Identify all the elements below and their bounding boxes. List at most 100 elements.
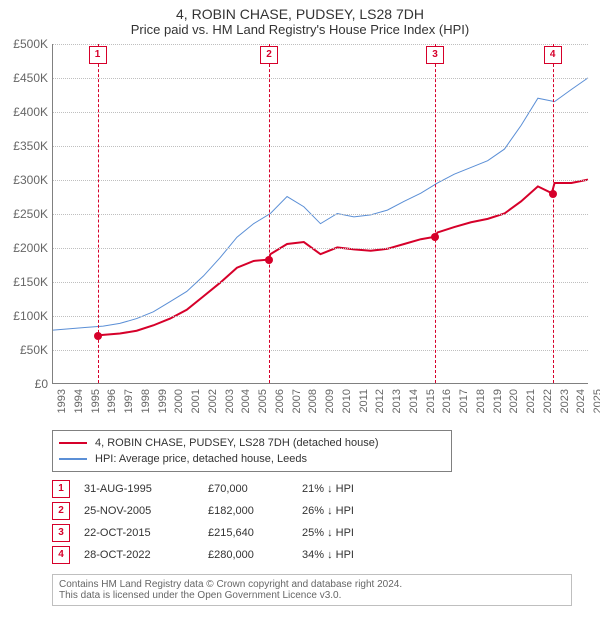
x-tick-label: 2009 — [324, 389, 336, 413]
x-tick-label: 2012 — [374, 389, 386, 413]
x-tick-label: 2015 — [425, 389, 437, 413]
event-marker: 3 — [426, 46, 444, 64]
event-row: 1 31-AUG-1995 £70,000 21% ↓ HPI — [52, 478, 354, 500]
event-index: 4 — [52, 546, 70, 564]
chart-plot-area: 1 2 3 4 — [52, 44, 588, 384]
gridline — [53, 214, 588, 215]
gridline — [53, 78, 588, 79]
event-marker: 2 — [260, 46, 278, 64]
y-tick-label: £150K — [0, 275, 48, 289]
x-tick-label: 1993 — [56, 389, 68, 413]
event-row: 2 25-NOV-2005 £182,000 26% ↓ HPI — [52, 500, 354, 522]
x-tick-label: 1994 — [73, 389, 85, 413]
y-tick-label: £500K — [0, 37, 48, 51]
event-dot — [549, 190, 557, 198]
gridline — [53, 350, 588, 351]
legend-label: HPI: Average price, detached house, Leed… — [95, 451, 307, 467]
page-title: 4, ROBIN CHASE, PUDSEY, LS28 7DH — [0, 0, 600, 22]
event-price: £215,640 — [208, 527, 288, 539]
event-dot — [265, 256, 273, 264]
y-tick-label: £100K — [0, 309, 48, 323]
event-row: 4 28-OCT-2022 £280,000 34% ↓ HPI — [52, 544, 354, 566]
legend-swatch — [59, 442, 87, 444]
event-marker: 1 — [89, 46, 107, 64]
event-row: 3 22-OCT-2015 £215,640 25% ↓ HPI — [52, 522, 354, 544]
event-vline — [269, 44, 270, 383]
event-date: 28-OCT-2022 — [84, 549, 194, 561]
y-tick-label: £450K — [0, 71, 48, 85]
series-line — [98, 180, 588, 336]
event-delta: 25% ↓ HPI — [302, 527, 354, 539]
y-tick-label: £250K — [0, 207, 48, 221]
x-tick-label: 2019 — [492, 389, 504, 413]
y-tick-label: £50K — [0, 343, 48, 357]
x-tick-label: 2004 — [240, 389, 252, 413]
x-tick-label: 2003 — [224, 389, 236, 413]
event-price: £70,000 — [208, 483, 288, 495]
page-subtitle: Price paid vs. HM Land Registry's House … — [0, 22, 600, 41]
x-tick-label: 2000 — [173, 389, 185, 413]
event-vline — [553, 44, 554, 383]
gridline — [53, 44, 588, 45]
event-delta: 26% ↓ HPI — [302, 505, 354, 517]
x-tick-label: 2008 — [307, 389, 319, 413]
footer-line: Contains HM Land Registry data © Crown c… — [59, 579, 565, 590]
event-date: 31-AUG-1995 — [84, 483, 194, 495]
x-tick-label: 2022 — [542, 389, 554, 413]
gridline — [53, 248, 588, 249]
gridline — [53, 112, 588, 113]
event-dot — [431, 233, 439, 241]
x-tick-label: 2016 — [441, 389, 453, 413]
x-tick-label: 2025 — [592, 389, 600, 413]
x-tick-label: 2018 — [475, 389, 487, 413]
event-date: 25-NOV-2005 — [84, 505, 194, 517]
legend-label: 4, ROBIN CHASE, PUDSEY, LS28 7DH (detach… — [95, 435, 379, 451]
y-tick-label: £400K — [0, 105, 48, 119]
gridline — [53, 316, 588, 317]
x-tick-label: 2001 — [190, 389, 202, 413]
gridline — [53, 180, 588, 181]
x-tick-label: 2011 — [358, 389, 370, 413]
x-tick-label: 2013 — [391, 389, 403, 413]
x-tick-label: 2006 — [274, 389, 286, 413]
x-tick-label: 1998 — [140, 389, 152, 413]
x-tick-label: 2020 — [508, 389, 520, 413]
x-tick-label: 1996 — [106, 389, 118, 413]
event-index: 1 — [52, 480, 70, 498]
legend: 4, ROBIN CHASE, PUDSEY, LS28 7DH (detach… — [52, 430, 452, 472]
legend-swatch — [59, 458, 87, 460]
legend-row: HPI: Average price, detached house, Leed… — [59, 451, 445, 467]
event-delta: 21% ↓ HPI — [302, 483, 354, 495]
event-date: 22-OCT-2015 — [84, 527, 194, 539]
x-tick-label: 2021 — [525, 389, 537, 413]
y-tick-label: £200K — [0, 241, 48, 255]
event-index: 3 — [52, 524, 70, 542]
event-vline — [435, 44, 436, 383]
x-tick-label: 2002 — [207, 389, 219, 413]
x-tick-label: 2017 — [458, 389, 470, 413]
x-tick-label: 2014 — [408, 389, 420, 413]
x-tick-label: 1999 — [157, 389, 169, 413]
series-line — [53, 78, 588, 330]
event-price: £280,000 — [208, 549, 288, 561]
y-tick-label: £350K — [0, 139, 48, 153]
event-price: £182,000 — [208, 505, 288, 517]
x-tick-label: 1995 — [90, 389, 102, 413]
events-table: 1 31-AUG-1995 £70,000 21% ↓ HPI 2 25-NOV-2005… — [52, 478, 354, 566]
event-dot — [94, 332, 102, 340]
event-marker: 4 — [544, 46, 562, 64]
legend-row: 4, ROBIN CHASE, PUDSEY, LS28 7DH (detach… — [59, 435, 445, 451]
y-tick-label: £0 — [0, 377, 48, 391]
footer-line: This data is licensed under the Open Gov… — [59, 590, 565, 601]
x-tick-label: 2007 — [291, 389, 303, 413]
footer-attribution: Contains HM Land Registry data © Crown c… — [52, 574, 572, 606]
x-tick-label: 2023 — [559, 389, 571, 413]
gridline — [53, 146, 588, 147]
event-index: 2 — [52, 502, 70, 520]
x-tick-label: 1997 — [123, 389, 135, 413]
x-tick-label: 2024 — [575, 389, 587, 413]
x-tick-label: 2010 — [341, 389, 353, 413]
event-delta: 34% ↓ HPI — [302, 549, 354, 561]
y-tick-label: £300K — [0, 173, 48, 187]
x-tick-label: 2005 — [257, 389, 269, 413]
